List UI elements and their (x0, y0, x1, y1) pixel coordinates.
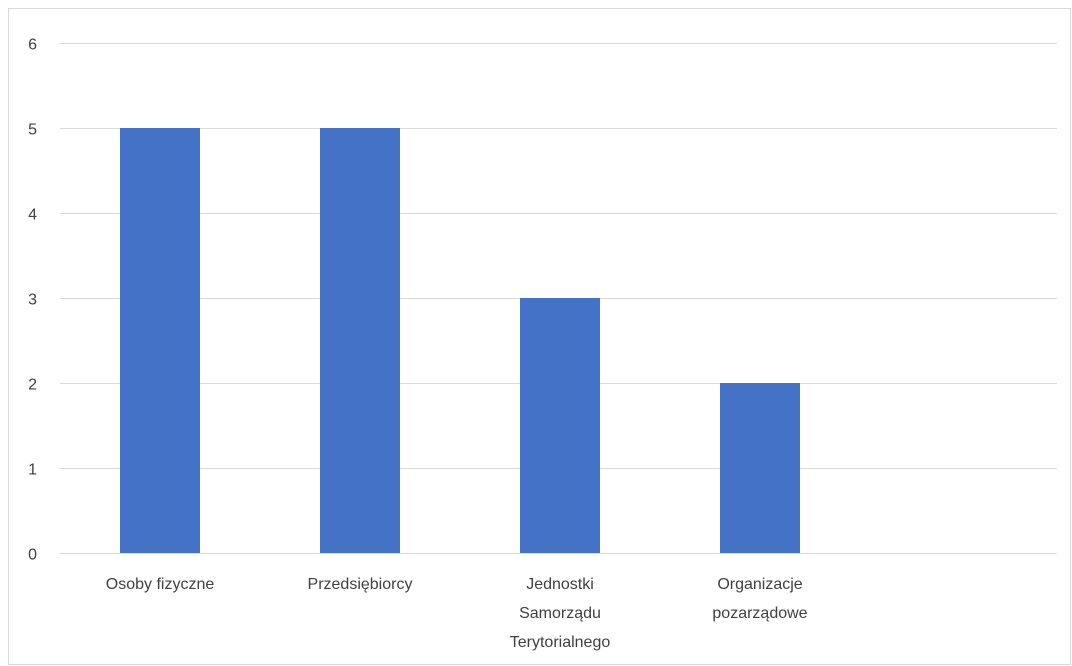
x-category-label: Jednostki Samorządu Terytorialnego (510, 576, 611, 651)
x-category-label-line: Terytorialnego (510, 634, 611, 651)
grid-lines (60, 43, 1057, 554)
bar (520, 298, 600, 553)
x-category-label-line: Samorządu (519, 605, 601, 622)
x-axis-category-labels: Osoby fizyczne Przedsiębiorcy Jednostki Sam… (106, 576, 808, 651)
y-tick-label: 6 (28, 37, 37, 54)
bar (720, 383, 800, 553)
y-tick-label: 0 (28, 547, 37, 564)
x-category-label-line: pozarządowe (712, 605, 807, 622)
y-tick-label: 1 (28, 462, 37, 479)
y-tick-label: 4 (28, 207, 37, 224)
x-category-label: Osoby fizyczne (106, 576, 215, 593)
x-category-label-line: Jednostki (526, 576, 594, 593)
x-category-label: Organizacje pozarządowe (712, 576, 807, 622)
x-category-label: Przedsiębiorcy (308, 576, 413, 593)
bar (320, 128, 400, 553)
y-axis-tick-labels: 0 1 2 3 4 5 6 (28, 37, 37, 564)
bars (120, 128, 800, 553)
bar (120, 128, 200, 553)
x-category-label-line: Osoby fizyczne (106, 576, 215, 593)
y-tick-label: 2 (28, 377, 37, 394)
x-category-label-line: Organizacje (717, 576, 802, 593)
x-category-label-line: Przedsiębiorcy (308, 576, 413, 593)
y-tick-label: 3 (28, 292, 37, 309)
y-tick-label: 5 (28, 122, 37, 139)
